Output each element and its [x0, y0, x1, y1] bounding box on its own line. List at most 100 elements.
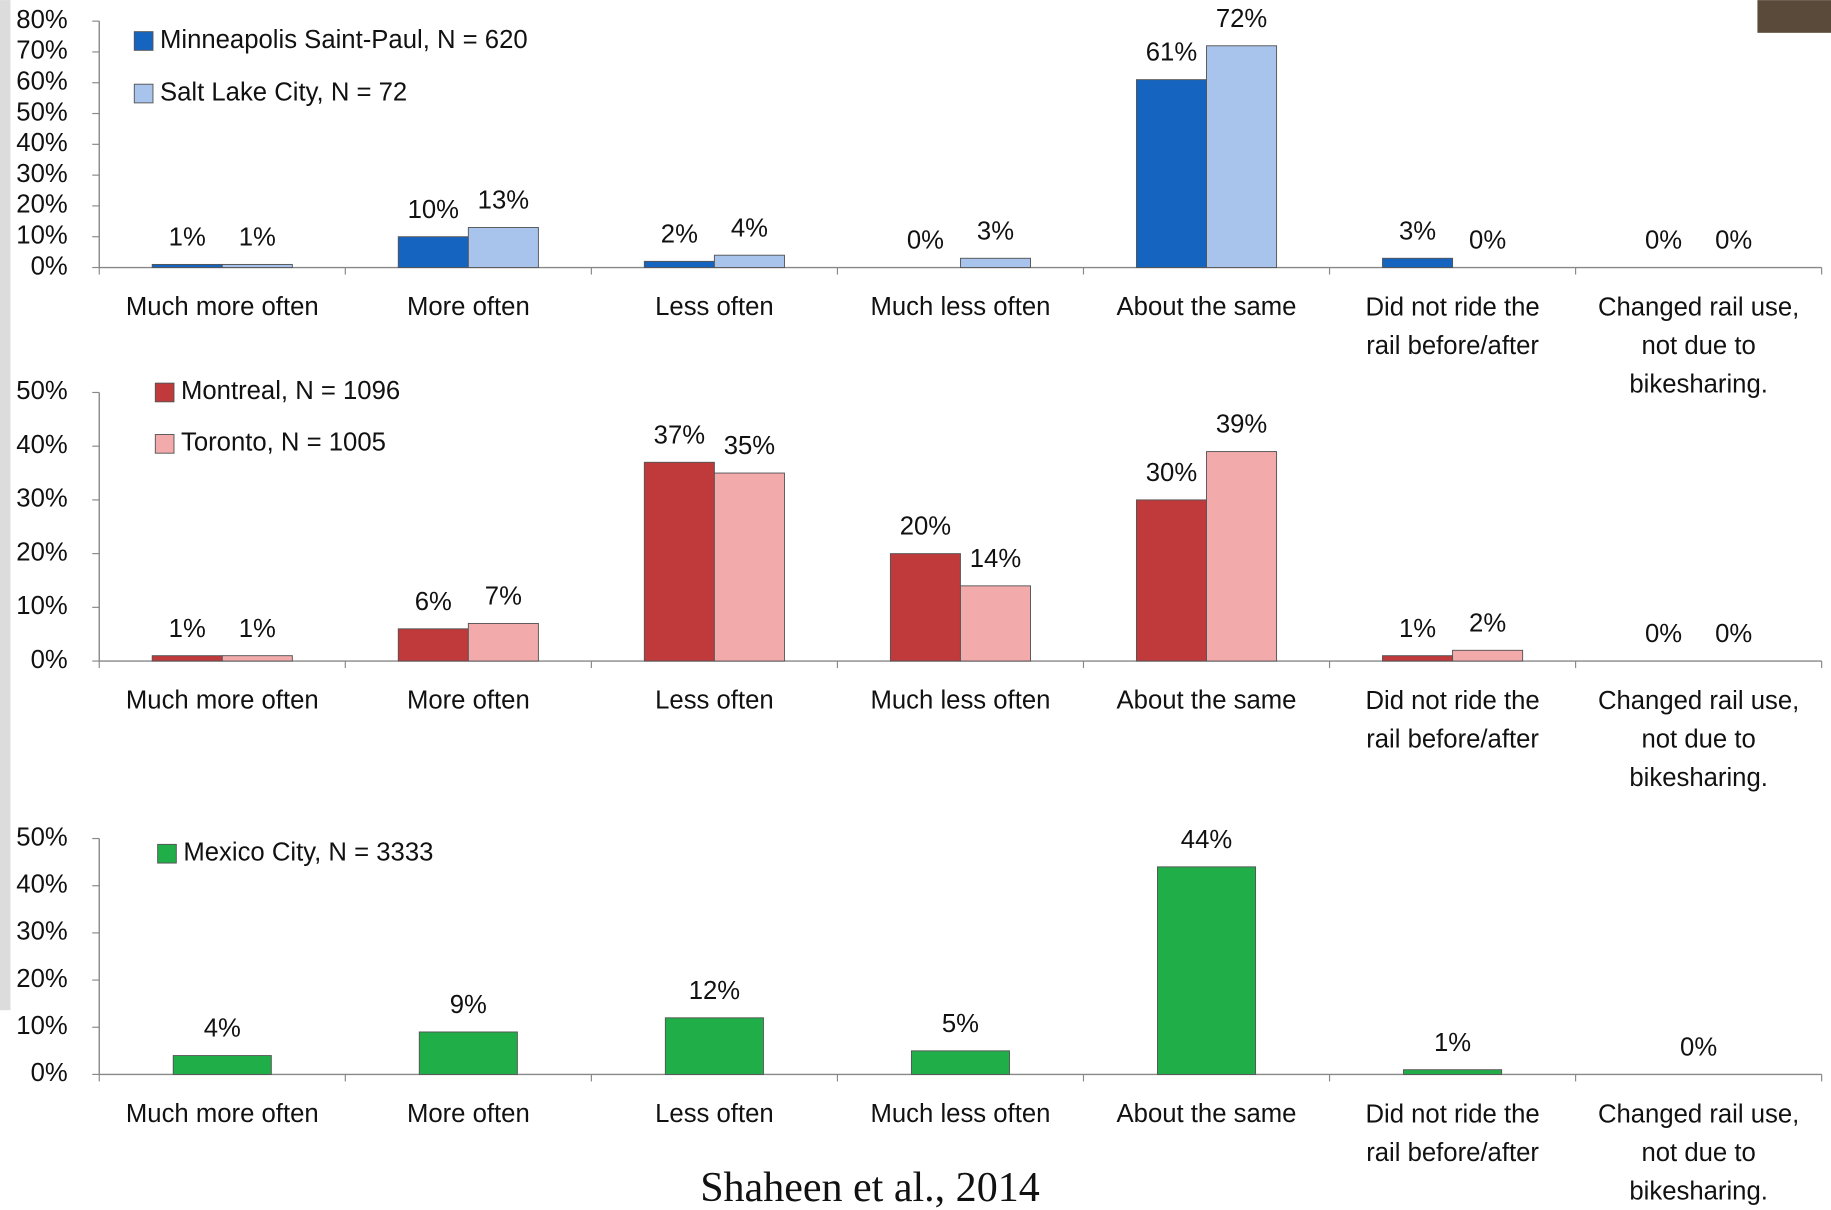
- legend-swatch: [133, 83, 154, 104]
- bar: [221, 655, 293, 662]
- data-label: 6%: [415, 588, 452, 616]
- bar: [221, 263, 293, 268]
- y-tick-label: 20%: [16, 965, 67, 993]
- data-label: 14%: [970, 545, 1021, 573]
- data-label: 2%: [1469, 609, 1506, 637]
- x-tick-label: Much less often: [871, 1100, 1051, 1128]
- legend-label: Mexico City, N = 3333: [183, 839, 433, 867]
- data-label: 4%: [204, 1015, 241, 1043]
- bar: [959, 257, 1031, 268]
- bar: [418, 1031, 518, 1075]
- bar: [1382, 257, 1454, 268]
- data-label: 0%: [1645, 227, 1682, 255]
- y-tick-label: 0%: [31, 1059, 68, 1087]
- y-tick-label: 40%: [16, 129, 67, 157]
- bar: [889, 553, 961, 662]
- data-label: 39%: [1216, 411, 1267, 439]
- data-label: 3%: [977, 217, 1014, 245]
- bar: [1206, 451, 1278, 662]
- data-label: 20%: [900, 513, 951, 541]
- bar: [713, 472, 785, 662]
- x-tick-label: Less often: [655, 1100, 774, 1128]
- side-strip: [0, 0, 11, 1011]
- x-tick-label: Less often: [655, 687, 774, 715]
- bar: [151, 263, 223, 268]
- data-label: 0%: [1715, 620, 1752, 648]
- y-tick-label: 10%: [16, 1012, 67, 1040]
- bar: [467, 227, 539, 268]
- x-tick-label: About the same: [1117, 293, 1297, 321]
- x-tick-label: More often: [407, 293, 530, 321]
- data-label: 13%: [478, 187, 529, 215]
- legend-swatch: [154, 434, 175, 454]
- y-tick-label: 0%: [31, 252, 68, 280]
- legend-swatch: [154, 382, 175, 403]
- data-label: 0%: [1469, 227, 1506, 255]
- bar: [397, 236, 469, 268]
- x-tick-label: Changed rail use, not due to bikesharing.: [1598, 687, 1799, 792]
- data-label: 7%: [485, 583, 522, 611]
- bar: [664, 1017, 764, 1075]
- legend-label: Minneapolis Saint-Paul, N = 620: [160, 26, 528, 54]
- data-label: 1%: [1399, 615, 1436, 643]
- y-tick-label: 20%: [16, 538, 67, 566]
- bar: [1452, 649, 1524, 662]
- bar: [1382, 655, 1454, 662]
- bar: [1206, 45, 1278, 268]
- y-tick-label: 30%: [16, 160, 67, 188]
- data-label: 72%: [1216, 5, 1267, 33]
- x-tick-label: About the same: [1117, 687, 1297, 715]
- bar: [959, 585, 1031, 662]
- x-tick-label: Much less often: [871, 687, 1051, 715]
- bar: [910, 1050, 1010, 1075]
- bar: [467, 622, 539, 662]
- legend-swatch: [157, 843, 177, 864]
- data-label: 0%: [1680, 1034, 1717, 1062]
- y-tick-label: 50%: [16, 823, 67, 851]
- y-tick-label: 20%: [16, 191, 67, 219]
- x-tick-label: Did not ride the rail before/after: [1365, 1100, 1539, 1167]
- data-label: 4%: [731, 214, 768, 242]
- data-label: 44%: [1181, 826, 1232, 854]
- x-tick-label: More often: [407, 687, 530, 715]
- data-label: 12%: [689, 977, 740, 1005]
- data-label: 1%: [239, 615, 276, 643]
- y-tick-label: 40%: [16, 871, 67, 899]
- data-label: 5%: [942, 1010, 979, 1038]
- bar: [1403, 1069, 1503, 1075]
- data-label: 1%: [169, 615, 206, 643]
- data-label: 1%: [1434, 1029, 1471, 1057]
- data-label: 0%: [907, 227, 944, 255]
- data-label: 1%: [169, 224, 206, 252]
- data-label: 3%: [1399, 217, 1436, 245]
- x-tick-label: Changed rail use, not due to bikesharing.: [1598, 293, 1799, 398]
- data-label: 61%: [1146, 39, 1197, 67]
- y-tick-label: 50%: [16, 98, 67, 126]
- bar: [1157, 866, 1257, 1075]
- data-label: 37%: [654, 421, 705, 449]
- y-tick-label: 50%: [16, 377, 67, 405]
- legend-swatch: [133, 31, 154, 51]
- bar: [1135, 79, 1207, 268]
- data-label: 1%: [239, 224, 276, 252]
- bar: [643, 260, 715, 268]
- y-tick-label: 30%: [16, 918, 67, 946]
- bar: [643, 461, 715, 662]
- x-tick-label: Much more often: [126, 1100, 319, 1128]
- data-label: 0%: [1645, 620, 1682, 648]
- y-tick-label: 70%: [16, 37, 67, 65]
- x-tick-label: More often: [407, 1100, 530, 1128]
- y-tick-label: 0%: [31, 646, 68, 674]
- x-tick-label: Changed rail use, not due to bikesharing.: [1598, 1100, 1799, 1205]
- legend-label: Salt Lake City, N = 72: [160, 78, 407, 106]
- x-tick-label: Did not ride the rail before/after: [1365, 293, 1539, 360]
- x-tick-label: Much less often: [871, 293, 1051, 321]
- legend-label: Montreal, N = 1096: [181, 377, 400, 405]
- data-label: 0%: [1715, 227, 1752, 255]
- data-label: 9%: [450, 991, 487, 1019]
- bar: [1135, 499, 1207, 662]
- bar: [397, 628, 469, 662]
- y-tick-label: 60%: [16, 68, 67, 96]
